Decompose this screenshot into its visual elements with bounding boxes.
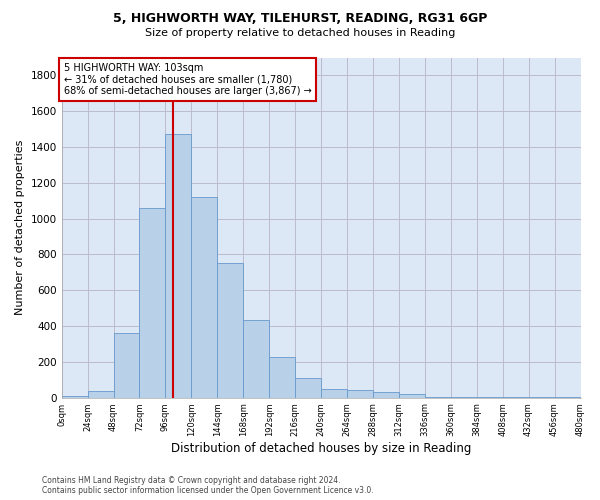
Bar bbox=[321, 388, 347, 398]
Bar bbox=[399, 394, 425, 398]
Text: Contains HM Land Registry data © Crown copyright and database right 2024.
Contai: Contains HM Land Registry data © Crown c… bbox=[42, 476, 374, 495]
Bar bbox=[503, 396, 529, 398]
Bar bbox=[113, 333, 139, 398]
Bar bbox=[425, 396, 451, 398]
Text: 5, HIGHWORTH WAY, TILEHURST, READING, RG31 6GP: 5, HIGHWORTH WAY, TILEHURST, READING, RG… bbox=[113, 12, 487, 26]
Bar bbox=[269, 358, 295, 398]
Bar bbox=[373, 392, 399, 398]
Bar bbox=[166, 134, 191, 398]
Text: Size of property relative to detached houses in Reading: Size of property relative to detached ho… bbox=[145, 28, 455, 38]
Y-axis label: Number of detached properties: Number of detached properties bbox=[15, 140, 25, 315]
Bar bbox=[139, 208, 166, 398]
Bar bbox=[477, 396, 503, 398]
Bar bbox=[62, 396, 88, 398]
Text: 5 HIGHWORTH WAY: 103sqm
← 31% of detached houses are smaller (1,780)
68% of semi: 5 HIGHWORTH WAY: 103sqm ← 31% of detache… bbox=[64, 63, 311, 96]
X-axis label: Distribution of detached houses by size in Reading: Distribution of detached houses by size … bbox=[171, 442, 471, 455]
Bar bbox=[295, 378, 321, 398]
Bar bbox=[347, 390, 373, 398]
Bar bbox=[88, 392, 113, 398]
Bar bbox=[217, 264, 243, 398]
Bar bbox=[191, 197, 217, 398]
Bar bbox=[243, 320, 269, 398]
Bar bbox=[451, 396, 477, 398]
